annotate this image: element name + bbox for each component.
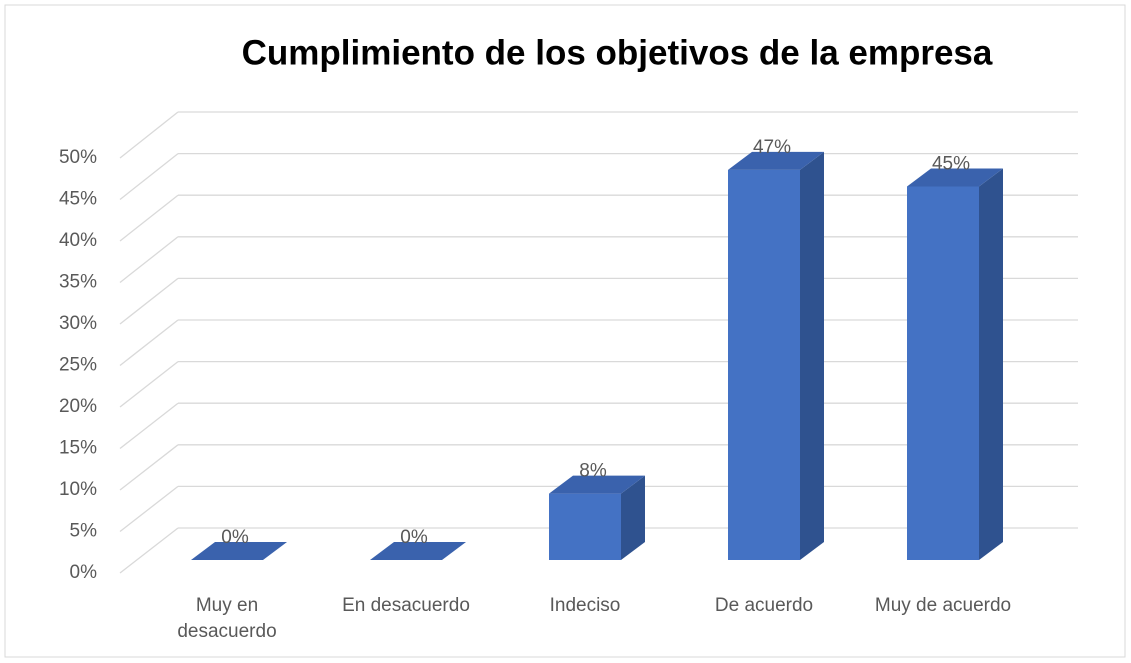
bar-side: [979, 168, 1003, 560]
bar-front: [549, 493, 621, 560]
y-tick-label: 15%: [59, 438, 97, 459]
y-tick-label: 50%: [59, 147, 97, 168]
y-tick-label: 5%: [70, 521, 98, 542]
grid-line: [119, 402, 179, 450]
data-label: 0%: [400, 527, 428, 548]
y-tick-label: 35%: [59, 272, 97, 293]
x-tick-label: De acuerdo: [714, 595, 814, 616]
bar-top: [191, 542, 287, 560]
y-tick-label: 25%: [59, 355, 97, 376]
y-tick-label: 0%: [70, 562, 98, 583]
bar-top: [907, 168, 1003, 187]
bar-side: [800, 151, 824, 560]
x-tick-label: Muy en desacuerdo: [177, 595, 277, 642]
bar: [191, 542, 287, 560]
bar: [370, 542, 466, 560]
bar-front: [907, 186, 979, 560]
grid-line: [119, 444, 179, 491]
grid-line: [119, 361, 179, 408]
grid-line: [119, 527, 179, 574]
grid-line: [119, 194, 179, 242]
y-tick-label: 20%: [59, 396, 97, 417]
grid-line: [119, 277, 179, 325]
bar-top: [728, 151, 824, 170]
data-label: 0%: [221, 527, 249, 548]
x-tick-label: En desacuerdo: [342, 595, 470, 616]
data-label: 47%: [753, 137, 791, 158]
bar-side: [621, 475, 645, 560]
grid-line: [119, 153, 179, 201]
y-tick-label: 30%: [59, 313, 97, 334]
bar: [549, 475, 645, 560]
bar-front: [728, 169, 800, 560]
y-tick-label: 10%: [59, 479, 97, 500]
bar-top: [370, 542, 466, 560]
bar-top: [549, 475, 645, 494]
bar: [907, 168, 1003, 560]
chart-title: Cumplimiento de los objetivos de la empr…: [242, 33, 993, 72]
grid-line: [119, 236, 179, 284]
grid-line: [119, 111, 179, 159]
grid-line: [119, 485, 179, 533]
x-tick-label: Muy de acuerdo: [874, 595, 1012, 616]
bar: [728, 151, 824, 560]
x-tick-label: Indeciso: [549, 595, 621, 616]
y-tick-label: 40%: [59, 230, 97, 251]
data-label: 45%: [932, 154, 970, 175]
y-tick-label: 45%: [59, 189, 97, 210]
data-label: 8%: [579, 461, 607, 482]
grid-line: [119, 319, 179, 367]
